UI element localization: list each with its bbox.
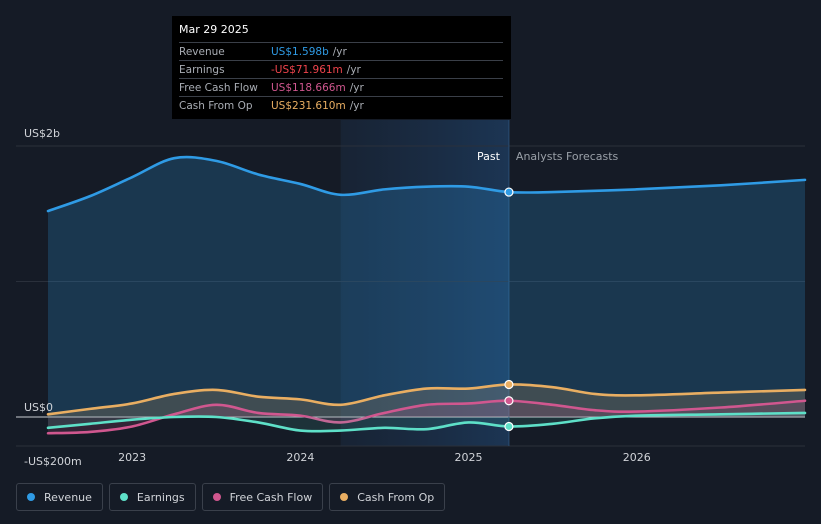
forecast-label: Analysts Forecasts bbox=[516, 150, 619, 163]
tooltip-unit: /yr bbox=[349, 99, 364, 112]
tooltip-label: Earnings bbox=[179, 63, 225, 76]
past-label: Past bbox=[477, 150, 501, 163]
y-axis-label: US$2b bbox=[24, 127, 60, 140]
series-cfo-marker bbox=[504, 379, 514, 390]
legend-item-cash-from-op[interactable]: Cash From Op bbox=[329, 483, 446, 511]
tooltip-row-revenue: Revenue US$1.598b /yr bbox=[179, 42, 503, 60]
tooltip-label: Free Cash Flow bbox=[179, 81, 258, 94]
series-earnings-marker bbox=[504, 421, 514, 432]
tooltip-value: US$231.610m bbox=[271, 99, 346, 112]
legend-item-free-cash-flow[interactable]: Free Cash Flow bbox=[201, 483, 324, 511]
legend-label: Earnings bbox=[136, 490, 185, 504]
legend-label: Cash From Op bbox=[357, 490, 435, 504]
x-axis-tick-label: 2023 bbox=[118, 451, 146, 464]
legend-label: Free Cash Flow bbox=[229, 490, 313, 504]
legend-dot-icon bbox=[119, 493, 128, 501]
series-fcf-marker bbox=[504, 396, 514, 406]
series-cfo-line bbox=[46, 383, 807, 416]
tooltip-label: Revenue bbox=[179, 45, 225, 58]
series-revenue-marker bbox=[504, 187, 514, 197]
tooltip-value: -US$71.961m bbox=[271, 63, 343, 76]
tooltip-date: Mar 29 2025 bbox=[179, 23, 249, 36]
tooltip-row-free-cash-flow: Free Cash Flow US$118.666m /yr bbox=[179, 78, 503, 96]
series-earnings-line bbox=[46, 411, 807, 433]
tooltip-label: Cash From Op bbox=[179, 99, 253, 112]
legend-dot-icon bbox=[340, 493, 349, 501]
chart-legend: Revenue Earnings Free Cash Flow Cash Fro… bbox=[16, 483, 446, 511]
tooltip-unit: /yr bbox=[349, 81, 364, 94]
tooltip-unit: /yr bbox=[332, 45, 347, 58]
legend-dot-icon bbox=[27, 493, 35, 501]
tooltip-panel: Mar 29 2025 Revenue US$1.598b /yr Earnin… bbox=[172, 16, 511, 119]
series-earnings-area bbox=[48, 412, 805, 432]
legend-item-earnings[interactable]: Earnings bbox=[108, 483, 196, 511]
legend-label: Revenue bbox=[44, 490, 92, 504]
tooltip-value: US$118.666m bbox=[271, 81, 346, 94]
past-year-highlight bbox=[340, 120, 509, 446]
y-axis-label: -US$200m bbox=[24, 455, 82, 468]
tooltip-unit: /yr bbox=[346, 63, 361, 76]
x-axis-tick-label: 2025 bbox=[455, 451, 483, 464]
x-axis-tick-label: 2026 bbox=[623, 451, 651, 464]
y-axis-label: US$0 bbox=[24, 401, 53, 414]
series-revenue-area bbox=[48, 157, 805, 417]
tooltip-row-earnings: Earnings -US$71.961m /yr bbox=[179, 60, 503, 78]
legend-item-revenue[interactable]: Revenue bbox=[16, 483, 103, 511]
x-axis-tick-label: 2024 bbox=[286, 451, 314, 464]
tooltip-value: US$1.598b bbox=[271, 45, 329, 58]
series-revenue-line bbox=[46, 155, 807, 213]
legend-dot-icon bbox=[212, 493, 221, 501]
tooltip-row-cash-from-op: Cash From Op US$231.610m /yr bbox=[179, 96, 503, 114]
